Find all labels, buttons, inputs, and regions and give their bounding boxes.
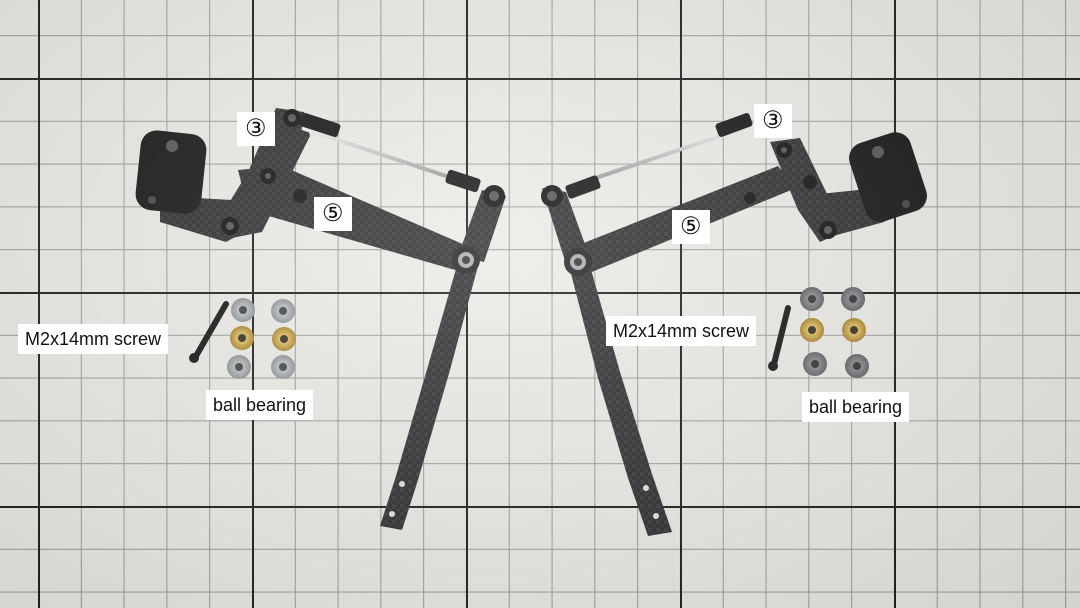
right-block xyxy=(849,132,927,222)
left-block xyxy=(135,130,207,214)
left-screw xyxy=(193,301,229,359)
left-long-leg xyxy=(380,262,478,530)
right-long-leg xyxy=(568,262,672,536)
right-part-3-label: ③ xyxy=(754,104,792,138)
right-bearing-label: ball bearing xyxy=(802,392,910,422)
right-screw-label: M2x14mm screw xyxy=(606,316,757,346)
left-part-3-label: ③ xyxy=(237,112,275,146)
right-hardware xyxy=(768,287,869,378)
left-short-link xyxy=(458,190,506,262)
left-part-5-label: ⑤ xyxy=(314,197,352,231)
left-screw-label: M2x14mm screw xyxy=(18,324,169,354)
left-hardware xyxy=(189,298,296,379)
right-screw xyxy=(771,305,791,367)
right-short-link xyxy=(542,188,590,264)
left-assembly xyxy=(135,108,506,530)
left-bearing-label: ball bearing xyxy=(206,390,314,420)
right-part-5-label: ⑤ xyxy=(672,210,710,244)
